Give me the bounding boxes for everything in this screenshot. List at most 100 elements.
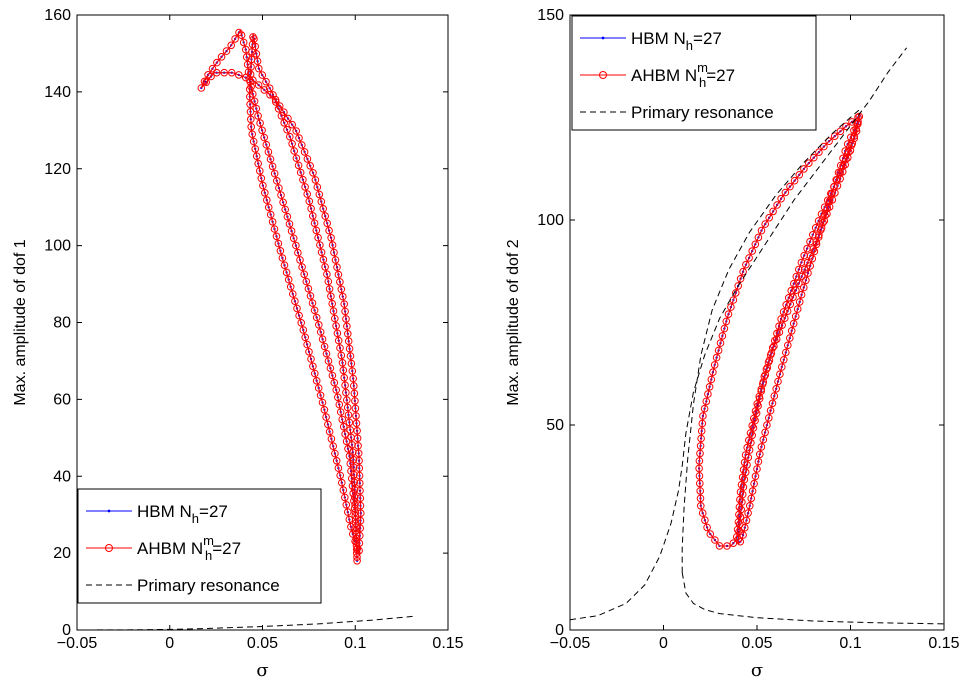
marker-circle: [751, 472, 760, 481]
marker-circle: [742, 516, 751, 525]
series-line-black-dashed: [681, 572, 944, 625]
legend-label: Primary resonance: [137, 576, 280, 595]
marker-circle: [254, 81, 263, 89]
marker-circle: [811, 224, 820, 232]
marker-circle: [766, 406, 775, 415]
marker-circle: [847, 133, 855, 142]
marker-circle: [344, 337, 353, 346]
marker-circle: [217, 53, 226, 61]
marker-circle: [762, 365, 771, 374]
marker-circle: [298, 141, 306, 149]
y-tick-label: 100: [537, 212, 564, 229]
marker-circle: [280, 119, 289, 127]
marker-circle: [349, 374, 358, 383]
marker-circle: [337, 285, 346, 294]
marker-circle: [327, 234, 335, 242]
marker-circle: [279, 198, 287, 207]
marker-circle: [291, 297, 299, 306]
marker-circle: [319, 255, 328, 264]
marker-circle: [781, 188, 790, 197]
marker-circle: [346, 426, 355, 434]
marker-circle: [220, 68, 228, 77]
marker-circle: [814, 233, 823, 241]
x-tick-label: −0.05: [550, 635, 591, 652]
series-layer: [570, 47, 944, 625]
marker-circle: [355, 464, 364, 473]
marker-circle: [843, 140, 852, 148]
marker-circle: [266, 155, 275, 163]
marker-circle: [320, 406, 329, 414]
legend: HBM Nh=27 AHBM Nm h=27 Primary resonance: [77, 488, 322, 604]
marker-circle: [301, 183, 309, 191]
marker-circle: [795, 171, 804, 179]
marker-circle: [714, 346, 723, 355]
marker-circle: [292, 241, 300, 250]
legend: HBM Nh=27 AHBM Nm h=27 Primary resonance: [571, 15, 817, 131]
x-tick-label: 0: [165, 635, 174, 652]
marker-circle: [797, 272, 806, 281]
marker-circle: [342, 501, 351, 509]
marker-circle: [290, 147, 299, 155]
marker-circle: [707, 375, 716, 384]
marker-circle: [341, 430, 349, 438]
marker-circle: [305, 197, 314, 206]
marker-circle: [773, 201, 781, 209]
marker-circle: [289, 290, 297, 298]
marker-circle: [743, 461, 751, 469]
marker-circle: [332, 386, 341, 394]
marker-circle: [343, 396, 351, 404]
marker-circle: [339, 292, 347, 301]
marker-circle: [768, 399, 777, 408]
marker-circle: [213, 58, 221, 67]
marker-circle: [734, 282, 743, 290]
marker-circle: [697, 502, 705, 510]
marker-circle: [333, 329, 342, 338]
marker-circle: [853, 119, 861, 128]
marker-circle: [350, 389, 359, 398]
marker-circle: [299, 175, 307, 184]
marker-circle: [821, 211, 829, 220]
marker-circle: [294, 161, 303, 170]
marker-circle: [247, 63, 255, 71]
marker-circle: [252, 152, 261, 160]
marker-circle: [296, 168, 305, 177]
marker-circle: [317, 248, 326, 257]
marker-circle: [772, 335, 781, 344]
marker-circle: [336, 278, 344, 286]
marker-circle: [745, 446, 754, 454]
marker-circle: [331, 256, 340, 264]
marker-circle: [817, 226, 825, 234]
marker-circle: [834, 168, 843, 177]
series-line-black-dashed: [570, 47, 907, 621]
marker-circle: [256, 119, 264, 127]
marker-circle: [277, 112, 286, 120]
marker-circle: [300, 148, 309, 156]
marker-circle: [353, 549, 361, 558]
marker-circle: [212, 68, 221, 77]
marker-circle: [741, 451, 750, 459]
marker-circle: [723, 542, 731, 550]
marker-circle: [351, 493, 359, 502]
marker-circle: [339, 366, 348, 375]
marker-circle: [299, 326, 308, 334]
marker-circle: [823, 210, 831, 218]
marker-circle: [356, 479, 364, 488]
marker-circle: [825, 137, 833, 145]
marker-circle: [284, 114, 292, 123]
marker-circle: [810, 247, 819, 256]
marker-circle: [324, 277, 333, 286]
marker-circle: [850, 134, 859, 143]
legend-marker: [105, 544, 113, 552]
marker-circle: [697, 427, 706, 435]
y-tick-label: 120: [44, 161, 71, 178]
marker-circle: [800, 283, 808, 292]
series-layer: [77, 28, 415, 630]
marker-circle: [712, 353, 721, 362]
marker-circle: [314, 233, 322, 242]
marker-circle: [791, 312, 800, 321]
y-tick-label: 100: [44, 238, 71, 255]
marker-circle: [239, 38, 248, 47]
marker-circle: [744, 509, 752, 517]
